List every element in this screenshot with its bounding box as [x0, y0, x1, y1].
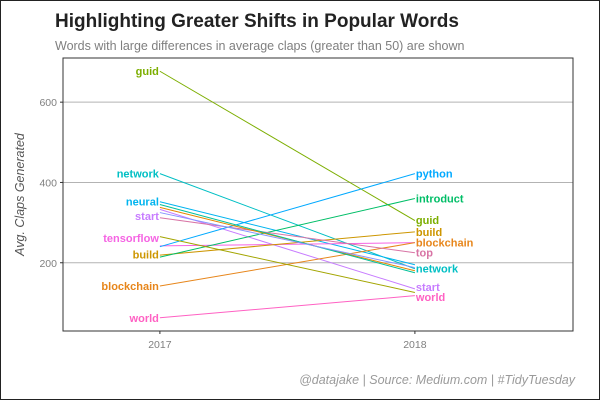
x-tick-label: 2017 — [148, 339, 172, 351]
y-tick-label: 400 — [39, 177, 57, 189]
series-line — [159, 208, 416, 290]
right-series-label: blockchain — [416, 238, 474, 250]
left-series-label: start — [135, 211, 159, 223]
y-tick-label: 200 — [39, 258, 57, 270]
left-series-label: blockchain — [101, 281, 159, 293]
series-line — [159, 212, 416, 269]
series-labels: guidnetworkneuralstarttensorflowbuildblo… — [101, 66, 473, 325]
y-tick-label: 600 — [39, 97, 57, 109]
right-series-label: build — [416, 227, 442, 239]
left-series-label: guid — [136, 66, 159, 78]
plot-panel-border — [62, 57, 574, 332]
series-line — [159, 242, 415, 247]
series-line — [159, 204, 416, 274]
left-series-label: build — [133, 249, 159, 261]
series-line — [159, 70, 416, 222]
series-line — [159, 236, 416, 293]
axis-layer: 200 400 600 2017 2018 — [39, 97, 426, 351]
left-series-label: network — [117, 169, 160, 181]
left-series-label: neural — [126, 197, 159, 209]
left-series-label: world — [129, 313, 159, 325]
y-axis-title: Avg. Claps Generated — [13, 132, 27, 257]
x-tick-label: 2018 — [403, 339, 427, 351]
chart-title: Highlighting Greater Shifts in Popular W… — [55, 11, 459, 32]
series-line — [159, 217, 415, 254]
right-series-label: network — [416, 263, 459, 275]
right-series-label: introduct — [416, 194, 464, 206]
series-line — [159, 295, 415, 319]
grid-layer — [63, 101, 573, 264]
right-series-label: world — [415, 292, 445, 304]
series-lines — [159, 70, 416, 319]
series-line — [159, 198, 416, 258]
right-series-label: python — [416, 169, 453, 181]
series-line — [159, 201, 416, 266]
series-line — [159, 231, 415, 256]
series-line — [159, 173, 416, 248]
series-line — [159, 173, 416, 270]
right-series-label: start — [416, 282, 440, 294]
right-series-label: top — [416, 248, 433, 260]
right-series-label: guid — [416, 215, 439, 227]
chart-caption: @datajake | Source: Medium.com | #TidyTu… — [299, 373, 575, 387]
chart-subtitle: Words with large differences in average … — [55, 39, 465, 53]
left-series-label: tensorflow — [103, 233, 159, 245]
